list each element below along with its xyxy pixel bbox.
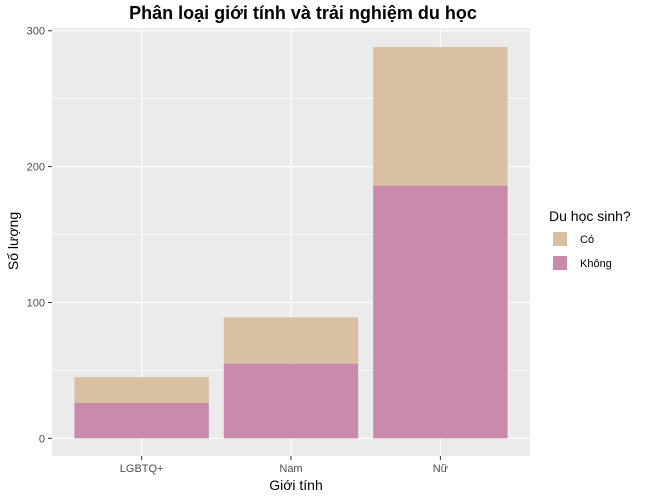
y-axis: 0 100 200 300 [27, 26, 52, 445]
bar-segment [223, 317, 359, 364]
x-tick-label: Nam [279, 463, 302, 475]
legend-key [553, 232, 567, 246]
bar-segment [373, 185, 508, 439]
bar-segment [223, 363, 359, 439]
legend: Du học sinh? Có Không [549, 208, 631, 270]
bars [74, 47, 508, 439]
y-tick-label: 200 [27, 162, 45, 174]
bar-segment [74, 377, 209, 404]
y-axis-title: Số lượng [5, 212, 21, 270]
y-tick-label: 100 [27, 297, 45, 309]
legend-title: Du học sinh? [549, 208, 631, 224]
legend-label: Có [580, 234, 594, 246]
legend-label: Không [580, 258, 612, 270]
x-axis-title: Giới tính [269, 477, 323, 493]
y-tick-label: 0 [39, 433, 45, 445]
chart-title: Phân loại giới tính và trải nghiệm du họ… [129, 3, 477, 23]
x-tick-label: Nữ [433, 463, 449, 475]
x-tick-label: LGBTQ+ [120, 463, 164, 475]
legend-key [553, 256, 567, 270]
bar-segment [373, 47, 508, 186]
bar-segment [74, 403, 209, 439]
x-axis: LGBTQ+ Nam Nữ [120, 456, 449, 475]
y-tick-label: 300 [27, 26, 45, 38]
